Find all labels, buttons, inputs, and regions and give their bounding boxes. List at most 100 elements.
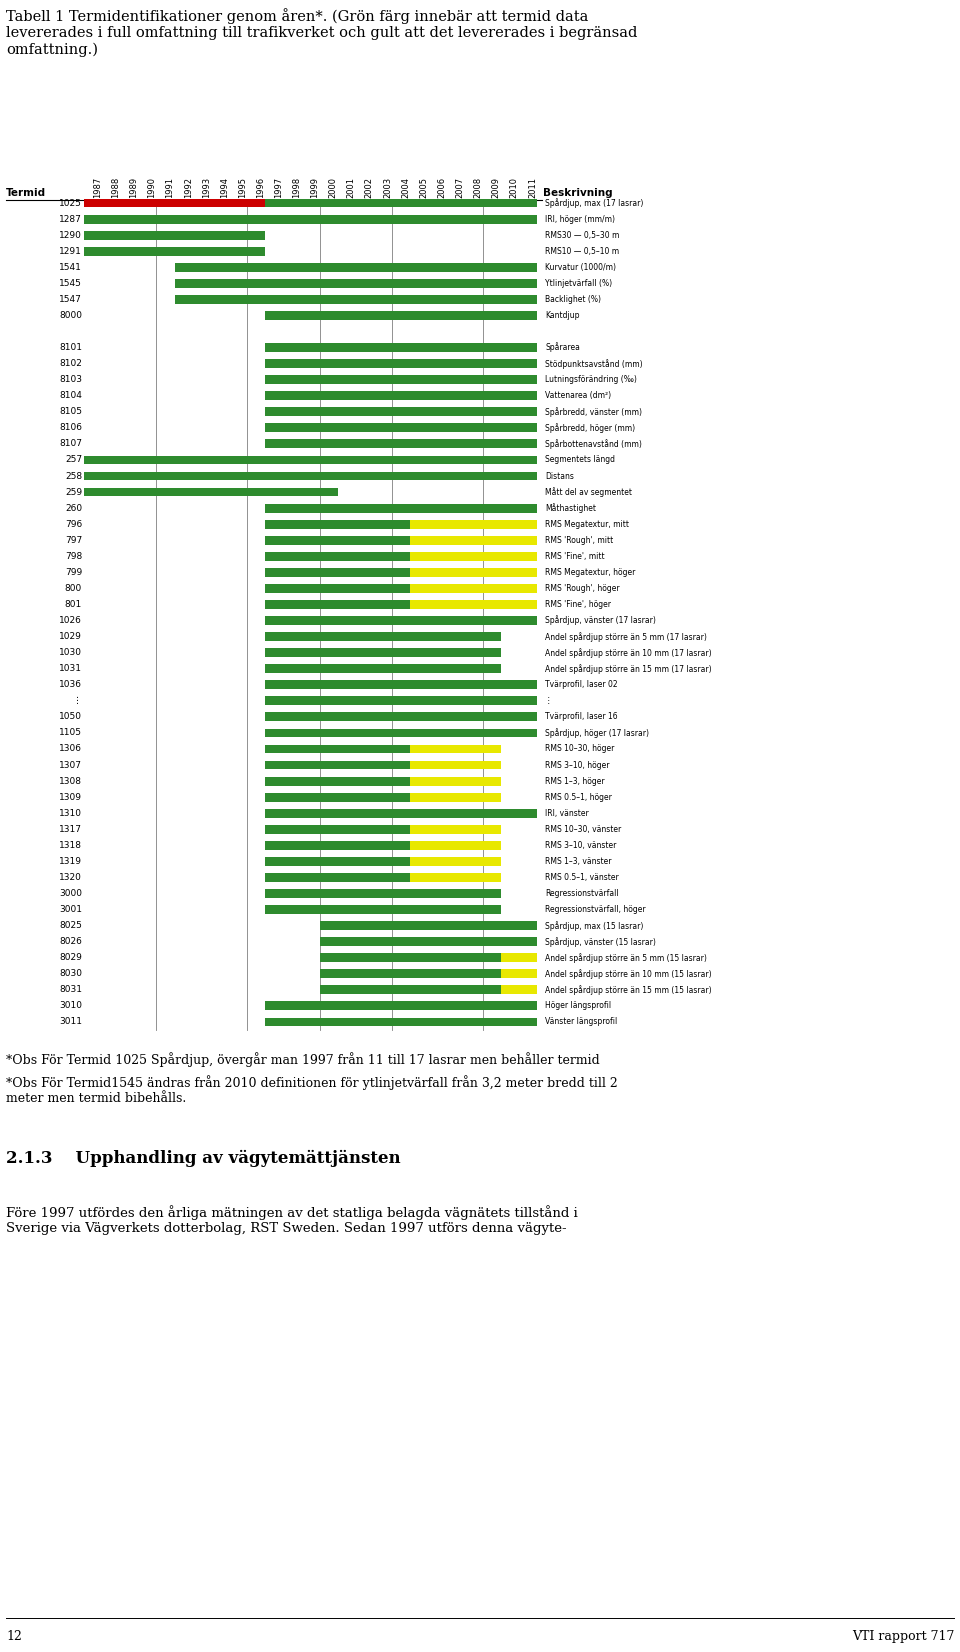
Text: Spårdjup, max (15 lasrar): Spårdjup, max (15 lasrar) <box>545 920 643 930</box>
Bar <box>265 552 410 560</box>
Text: 1025: 1025 <box>60 198 82 208</box>
Text: 8026: 8026 <box>60 937 82 947</box>
Text: 1987: 1987 <box>93 177 102 198</box>
Text: 8025: 8025 <box>60 922 82 930</box>
Text: 8030: 8030 <box>59 970 82 978</box>
Text: 1992: 1992 <box>183 177 193 198</box>
Text: RMS 1–3, höger: RMS 1–3, höger <box>545 776 605 786</box>
Text: 1990: 1990 <box>148 177 156 198</box>
Text: RMS 0.5–1, höger: RMS 0.5–1, höger <box>545 793 612 801</box>
Text: 8103: 8103 <box>59 375 82 385</box>
Text: Ytlinjetvärfall (%): Ytlinjetvärfall (%) <box>545 279 612 287</box>
Text: Andel spårdjup större än 15 mm (15 lasrar): Andel spårdjup större än 15 mm (15 lasra… <box>545 985 711 995</box>
Bar <box>410 760 501 770</box>
Bar <box>501 986 537 995</box>
Bar <box>84 456 537 464</box>
Text: 801: 801 <box>64 600 82 610</box>
Text: 1105: 1105 <box>59 729 82 737</box>
Bar <box>410 872 501 882</box>
Text: 3001: 3001 <box>59 905 82 914</box>
Text: RMS 'Rough', höger: RMS 'Rough', höger <box>545 583 619 593</box>
Text: 1988: 1988 <box>111 177 120 198</box>
Text: Spårdjup, vänster (15 lasrar): Spårdjup, vänster (15 lasrar) <box>545 937 656 947</box>
Text: 2007: 2007 <box>455 177 465 198</box>
Bar <box>84 471 537 481</box>
Text: Segmentets längd: Segmentets längd <box>545 456 615 464</box>
Text: Lutningsförändring (‰): Lutningsförändring (‰) <box>545 375 636 385</box>
Bar <box>410 776 501 785</box>
Bar <box>410 520 537 529</box>
Text: 1995: 1995 <box>238 177 247 198</box>
Text: 1030: 1030 <box>59 648 82 657</box>
Bar <box>320 953 501 961</box>
Text: Beskrivning: Beskrivning <box>543 188 612 198</box>
Text: Tvärprofil, laser 02: Tvärprofil, laser 02 <box>545 681 617 689</box>
Text: Andel spårdjup större än 5 mm (17 lasrar): Andel spårdjup större än 5 mm (17 lasrar… <box>545 631 707 641</box>
Bar <box>265 905 501 914</box>
Text: RMS 10–30, vänster: RMS 10–30, vänster <box>545 824 621 834</box>
Bar <box>265 520 410 529</box>
Text: 2002: 2002 <box>365 177 373 198</box>
Text: 800: 800 <box>64 583 82 593</box>
Bar <box>410 841 501 849</box>
Text: RMS 3–10, vänster: RMS 3–10, vänster <box>545 841 616 849</box>
Text: Kantdjup: Kantdjup <box>545 311 580 320</box>
Text: 1994: 1994 <box>220 177 228 198</box>
Text: Före 1997 utfördes den årliga mätningen av det statliga belagda vägnätets tillst: Före 1997 utfördes den årliga mätningen … <box>6 1204 578 1236</box>
Text: Spårbottenavstånd (mm): Spårbottenavstånd (mm) <box>545 439 642 449</box>
Text: 1320: 1320 <box>60 872 82 882</box>
Text: 798: 798 <box>64 552 82 560</box>
Bar <box>320 970 501 978</box>
Text: 260: 260 <box>65 504 82 512</box>
Bar <box>265 857 410 866</box>
Text: 1545: 1545 <box>60 279 82 287</box>
Text: 8000: 8000 <box>59 311 82 320</box>
Bar <box>265 729 537 737</box>
Text: 3000: 3000 <box>59 889 82 899</box>
Text: Mått del av segmentet: Mått del av segmentet <box>545 487 632 497</box>
Text: 1036: 1036 <box>59 681 82 689</box>
Text: Backlighet (%): Backlighet (%) <box>545 294 601 304</box>
Bar <box>410 552 537 560</box>
Text: ⋮: ⋮ <box>545 695 553 705</box>
Text: 1031: 1031 <box>59 664 82 674</box>
Bar <box>265 697 537 705</box>
Text: 799: 799 <box>64 568 82 577</box>
Text: Andel spårdjup större än 10 mm (17 lasrar): Andel spårdjup större än 10 mm (17 lasra… <box>545 648 711 657</box>
Bar <box>84 246 265 256</box>
Text: 1993: 1993 <box>202 177 211 198</box>
Text: 1999: 1999 <box>310 177 320 198</box>
Bar <box>84 231 265 240</box>
Bar <box>265 872 410 882</box>
Text: Termid: Termid <box>6 188 46 198</box>
Text: 8106: 8106 <box>59 423 82 433</box>
Text: Spårdjup, höger (17 lasrar): Spårdjup, höger (17 lasrar) <box>545 729 649 738</box>
Text: 1541: 1541 <box>60 263 82 273</box>
Text: RMS 'Fine', mitt: RMS 'Fine', mitt <box>545 552 605 560</box>
Text: Höger längsprofil: Höger längsprofil <box>545 1001 612 1011</box>
Text: 2005: 2005 <box>420 177 428 198</box>
Text: Andel spårdjup större än 5 mm (15 lasrar): Andel spårdjup större än 5 mm (15 lasrar… <box>545 953 707 963</box>
Bar <box>84 215 537 223</box>
Text: 1050: 1050 <box>59 712 82 722</box>
Text: 1991: 1991 <box>165 177 175 198</box>
Text: 8105: 8105 <box>59 408 82 416</box>
Bar <box>265 664 501 672</box>
Text: 2010: 2010 <box>510 177 518 198</box>
Text: 1291: 1291 <box>60 246 82 256</box>
Text: *Obs För Termid1545 ändras från 2010 definitionen för ytlinjetvärfall från 3,2 m: *Obs För Termid1545 ändras från 2010 def… <box>6 1075 617 1105</box>
Bar <box>410 857 501 866</box>
Text: 12: 12 <box>6 1631 22 1644</box>
Text: RMS Megatextur, mitt: RMS Megatextur, mitt <box>545 520 629 529</box>
Text: 2001: 2001 <box>347 177 356 198</box>
Text: 8101: 8101 <box>59 344 82 352</box>
Bar <box>265 793 410 801</box>
Text: 797: 797 <box>64 535 82 545</box>
Text: 1290: 1290 <box>60 231 82 240</box>
Bar <box>265 776 410 785</box>
Text: 2011: 2011 <box>528 177 537 198</box>
Bar <box>265 358 537 368</box>
Text: Vattenarea (dm²): Vattenarea (dm²) <box>545 392 612 400</box>
Text: 8031: 8031 <box>59 985 82 995</box>
Bar <box>265 824 410 834</box>
